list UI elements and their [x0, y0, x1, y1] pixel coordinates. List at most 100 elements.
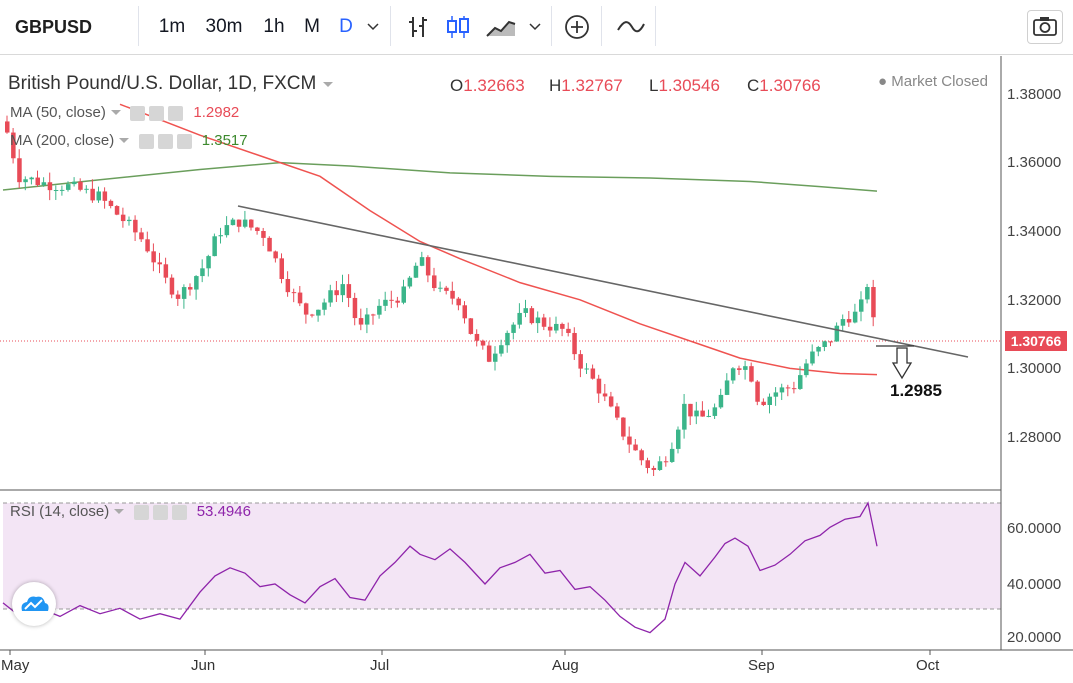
candle-body [706, 415, 711, 417]
ma200-legend[interactable]: MA (200, close) 1.3517 [10, 132, 248, 149]
candle-body [35, 177, 40, 186]
add-indicator-icon[interactable] [564, 14, 590, 40]
candle-body [200, 268, 205, 277]
month-label: Sep [748, 657, 775, 674]
candle-body [566, 328, 571, 333]
rsi-tick: 60.0000 [1007, 520, 1062, 537]
line-tool-icon[interactable] [616, 14, 646, 40]
candle-body [846, 319, 852, 323]
candle-body [425, 257, 431, 276]
eye-icon[interactable] [130, 105, 146, 121]
timeframe-1m-button[interactable]: 1m [158, 16, 186, 37]
gear-icon[interactable] [149, 105, 165, 121]
candle-body [810, 351, 815, 364]
eye-icon[interactable] [138, 133, 154, 149]
candle-body [236, 219, 242, 227]
timeframe-day-button[interactable]: D [339, 16, 353, 37]
chevron-down-icon[interactable] [322, 79, 334, 89]
rsi-legend[interactable]: RSI (14, close) 53.4946 [10, 503, 251, 520]
ohlc-open: O1.32663 [450, 76, 525, 95]
ma200-label: MA (200, close) [10, 132, 115, 149]
candlestick-chart-icon[interactable] [445, 14, 471, 40]
eye-icon[interactable] [133, 504, 149, 520]
down-arrow-icon [891, 347, 913, 380]
cloud-icon [21, 596, 49, 611]
candle-body [468, 318, 474, 334]
ohlc-high: H1.32767 [549, 76, 623, 95]
candle-body [737, 368, 742, 370]
candle-body [712, 407, 718, 416]
bar-chart-icon[interactable] [405, 14, 431, 40]
rsi-value: 53.4946 [196, 503, 251, 520]
candle-body [328, 290, 333, 303]
month-label: Jun [191, 657, 216, 674]
candle-body [249, 219, 254, 228]
candle-body [181, 287, 187, 299]
rsi-label: RSI (14, close) [10, 503, 110, 520]
symbol-search-button[interactable]: GBPUSD [15, 17, 93, 37]
candle-body [419, 257, 425, 266]
candle-body [724, 380, 730, 395]
candle-body [395, 300, 400, 303]
gear-icon[interactable] [152, 504, 168, 520]
close-icon[interactable] [168, 105, 184, 121]
chevron-down-icon[interactable] [110, 107, 122, 117]
rsi-line-group [2, 501, 878, 634]
tradingview-logo[interactable] [12, 582, 56, 626]
chart-title: British Pound/U.S. Dollar, 1D, FXCM [8, 73, 317, 94]
candle-body [169, 277, 175, 295]
candle-body [493, 353, 498, 362]
candle-body [718, 394, 724, 408]
toolbar-divider [601, 6, 602, 46]
candle-body [151, 251, 156, 263]
timeframe-1h-button[interactable]: 1h [263, 16, 285, 37]
candle-body [84, 188, 89, 190]
toolbar-divider [551, 6, 552, 46]
timeframe-30m-button[interactable]: 30m [205, 16, 243, 37]
candle-body [547, 326, 553, 331]
candle-body [779, 387, 785, 393]
candle-body [78, 181, 83, 190]
candle-body [108, 200, 114, 207]
candle-body [682, 403, 687, 430]
candle-body [364, 314, 370, 325]
candle-body [602, 393, 608, 397]
candle-body [767, 396, 772, 405]
screenshot-button[interactable] [1027, 10, 1063, 44]
candle-body [285, 279, 291, 293]
candle-body [578, 354, 583, 369]
ohlc-low: L1.30546 [649, 76, 720, 95]
candle-body [145, 239, 150, 252]
candle-body [694, 410, 699, 417]
chevron-down-icon[interactable] [113, 506, 125, 516]
candle-body [346, 284, 352, 298]
trendline[interactable] [237, 205, 969, 358]
candle-body [865, 287, 870, 300]
candle-body [242, 219, 248, 227]
month-label: Oct [916, 657, 940, 674]
timeframe-month-button[interactable]: M [304, 16, 320, 37]
candle-body [596, 378, 602, 394]
chevron-down-icon[interactable] [366, 20, 380, 34]
close-icon[interactable] [176, 133, 192, 149]
candle-body [761, 401, 766, 405]
candle-body [651, 467, 657, 470]
ma50-legend[interactable]: MA (50, close) 1.2982 [10, 104, 239, 121]
candle-body [255, 227, 260, 232]
chevron-down-icon[interactable] [528, 20, 542, 34]
candle-body [633, 444, 638, 451]
toolbar-divider [655, 6, 656, 46]
candle-body [572, 332, 577, 355]
area-chart-icon[interactable] [485, 14, 517, 40]
close-icon[interactable] [171, 504, 187, 520]
gear-icon[interactable] [157, 133, 173, 149]
chevron-down-icon[interactable] [118, 135, 130, 145]
candle-body [389, 299, 394, 301]
candle-body [456, 298, 461, 306]
rsi-line [2, 501, 878, 634]
candle-body [23, 179, 28, 183]
candle-body [700, 410, 705, 417]
candle-body [407, 277, 413, 287]
rsi-tick: 40.0000 [1007, 576, 1062, 593]
